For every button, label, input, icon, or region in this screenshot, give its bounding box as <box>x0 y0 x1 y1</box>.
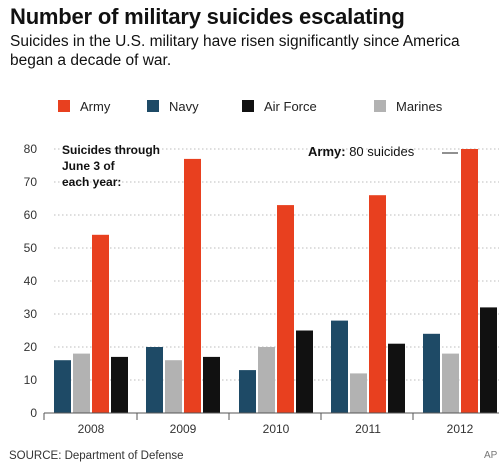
army-annotation-label: Army: <box>308 144 346 159</box>
y-tick-label: 10 <box>24 373 38 387</box>
legend-item-marines: Marines <box>374 96 442 116</box>
bar-air-force-2011 <box>388 343 405 413</box>
y-tick-label: 80 <box>24 142 38 156</box>
bar-marines-2009 <box>165 360 182 413</box>
bar-navy-2012 <box>423 333 440 413</box>
bar-army-2011 <box>369 195 386 413</box>
legend-swatch <box>147 100 159 112</box>
bar-navy-2011 <box>331 320 348 413</box>
y-tick-label: 70 <box>24 175 38 189</box>
x-tick-label: 2010 <box>263 422 290 436</box>
bar-navy-2010 <box>239 370 256 413</box>
y-tick-label: 20 <box>24 340 38 354</box>
bar-air-force-2012 <box>480 307 497 413</box>
chart-note-line-3: each year: <box>62 175 122 189</box>
legend-item-air-force: Air Force <box>242 96 317 116</box>
bar-army-2012 <box>461 149 478 413</box>
bar-army-2009 <box>184 158 201 413</box>
bar-air-force-2008 <box>111 356 128 413</box>
legend-swatch <box>58 100 70 112</box>
bar-air-force-2010 <box>296 330 313 413</box>
x-tick-label: 2009 <box>170 422 197 436</box>
bar-air-force-2009 <box>203 356 220 413</box>
chart-note: Suicides through June 3 of each year: <box>62 142 160 190</box>
legend-swatch <box>242 100 254 112</box>
legend-label: Army <box>80 98 111 114</box>
bar-marines-2010 <box>258 347 275 413</box>
credit-mark: AP <box>484 450 498 461</box>
legend-label: Air Force <box>264 98 317 114</box>
army-annotation: Army: 80 suicides <box>308 144 414 159</box>
chart-note-line-2: June 3 of <box>62 159 115 173</box>
legend-swatch <box>374 100 386 112</box>
y-tick-label: 50 <box>24 241 38 255</box>
x-tick-label: 2008 <box>78 422 105 436</box>
x-tick-label: 2011 <box>355 422 381 436</box>
legend-item-navy: Navy <box>147 96 199 116</box>
source-note: SOURCE: Department of Defense <box>9 450 184 462</box>
y-tick-label: 40 <box>24 274 38 288</box>
bar-marines-2008 <box>73 353 90 413</box>
bar-marines-2012 <box>442 353 459 413</box>
legend-label: Marines <box>396 98 443 114</box>
y-tick-label: 60 <box>24 208 38 222</box>
chart-subtitle: Suicides in the U.S. military have risen… <box>10 33 460 69</box>
bar-army-2008 <box>92 234 109 413</box>
y-tick-label: 0 <box>30 406 37 420</box>
x-tick-label: 2012 <box>447 422 474 436</box>
legend-label: Navy <box>169 98 199 114</box>
army-annotation-value: 80 suicides <box>345 144 415 159</box>
chart-title: Number of military suicides escalating <box>10 4 405 29</box>
legend: Army Navy Air Force Marines <box>0 96 499 118</box>
bar-navy-2008 <box>54 360 71 413</box>
bar-navy-2009 <box>146 347 163 413</box>
bar-marines-2011 <box>350 373 367 413</box>
y-tick-label: 30 <box>24 307 38 321</box>
chart-note-line-1: Suicides through <box>62 143 161 157</box>
legend-item-army: Army <box>58 96 110 116</box>
bar-army-2010 <box>277 205 294 413</box>
